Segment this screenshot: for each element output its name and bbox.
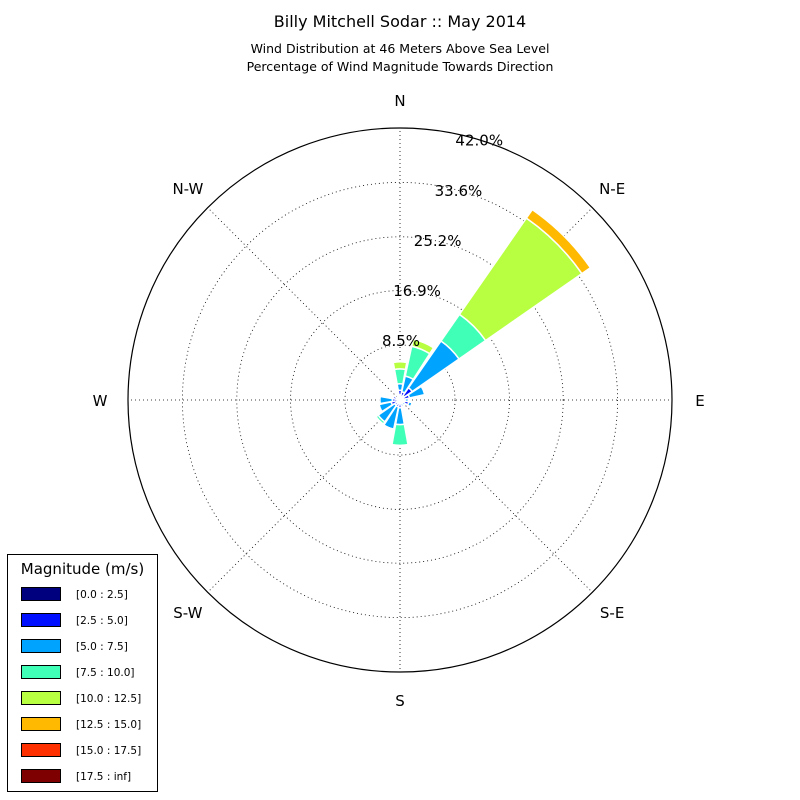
grid-spoke: [399, 399, 593, 593]
legend-swatch: [21, 587, 61, 601]
legend-label: [0.0 : 2.5]: [76, 589, 128, 601]
windrose-wedge: [375, 414, 386, 425]
legend-item: [2.5 : 5.0]: [21, 613, 151, 629]
direction-label: N-W: [172, 180, 203, 198]
windrose-wedge: [525, 208, 592, 275]
radial-tick-label: 25.2%: [414, 232, 462, 250]
legend-label: [12.5 : 15.0]: [76, 719, 142, 731]
grid-circle: [181, 181, 619, 619]
direction-label: N: [394, 92, 405, 110]
legend-swatch: [21, 691, 61, 705]
direction-label: E: [695, 392, 704, 410]
legend-label: [7.5 : 10.0]: [76, 667, 135, 679]
windrose-wedge: [378, 401, 394, 413]
grid-circle: [290, 290, 510, 510]
chart-subtitle-line-1: Wind Distribution at 46 Meters Above Sea…: [250, 41, 550, 56]
grid-circle: [236, 236, 564, 564]
grid-spoke: [207, 207, 401, 401]
legend-label: [17.5 : inf]: [76, 771, 132, 783]
windrose-wedge: [392, 361, 408, 371]
radial-tick-label: 33.6%: [435, 182, 483, 200]
radial-tick-label: 42.0%: [455, 132, 503, 150]
legend-swatch: [21, 769, 61, 783]
polar-frame: [127, 127, 673, 673]
legend-item: [15.0 : 17.5]: [21, 743, 151, 759]
legend-label: [10.0 : 12.5]: [76, 693, 142, 705]
grid-spoke: [207, 399, 401, 593]
legend-label: [5.0 : 7.5]: [76, 641, 128, 653]
legend-label: [15.0 : 17.5]: [76, 745, 142, 757]
windrose-wedge: [406, 401, 413, 408]
legend-swatch: [21, 639, 61, 653]
legend: Magnitude (m/s) [0.0 : 2.5] [2.5 : 5.0] …: [7, 554, 158, 792]
legend-item: [17.5 : inf]: [21, 769, 151, 785]
legend-swatch: [21, 717, 61, 731]
windrose-wedge: [396, 395, 401, 400]
radial-tick-label: 8.5%: [382, 332, 420, 350]
direction-label: S-W: [173, 604, 202, 622]
legend-item: [12.5 : 15.0]: [21, 717, 151, 733]
radial-tick-label: 16.9%: [393, 282, 441, 300]
legend-label: [2.5 : 5.0]: [76, 615, 128, 627]
legend-swatch: [21, 665, 61, 679]
direction-label: N-E: [599, 180, 625, 198]
direction-label: W: [93, 392, 108, 410]
legend-item: [7.5 : 10.0]: [21, 665, 151, 681]
legend-swatch: [21, 613, 61, 627]
legend-title: Magnitude (m/s): [20, 560, 145, 578]
windrose-wedge: [407, 385, 426, 399]
legend-item: [10.0 : 12.5]: [21, 691, 151, 707]
windrose-wedge: [379, 395, 394, 405]
direction-label: S: [395, 692, 405, 710]
chart-subtitle-line-2: Percentage of Wind Magnitude Towards Dir…: [246, 59, 554, 74]
grid-circle: [344, 344, 456, 456]
legend-item: [0.0 : 2.5]: [21, 587, 151, 603]
windrose-wedge: [392, 359, 408, 364]
windrose-wedge: [412, 337, 436, 349]
legend-swatch: [21, 743, 61, 757]
direction-label: S-E: [600, 604, 624, 622]
chart-title: Billy Mitchell Sodar :: May 2014: [273, 12, 527, 31]
windrose-wedge: [382, 424, 395, 432]
legend-item: [5.0 : 7.5]: [21, 639, 151, 655]
windrose-wedge: [391, 423, 409, 447]
